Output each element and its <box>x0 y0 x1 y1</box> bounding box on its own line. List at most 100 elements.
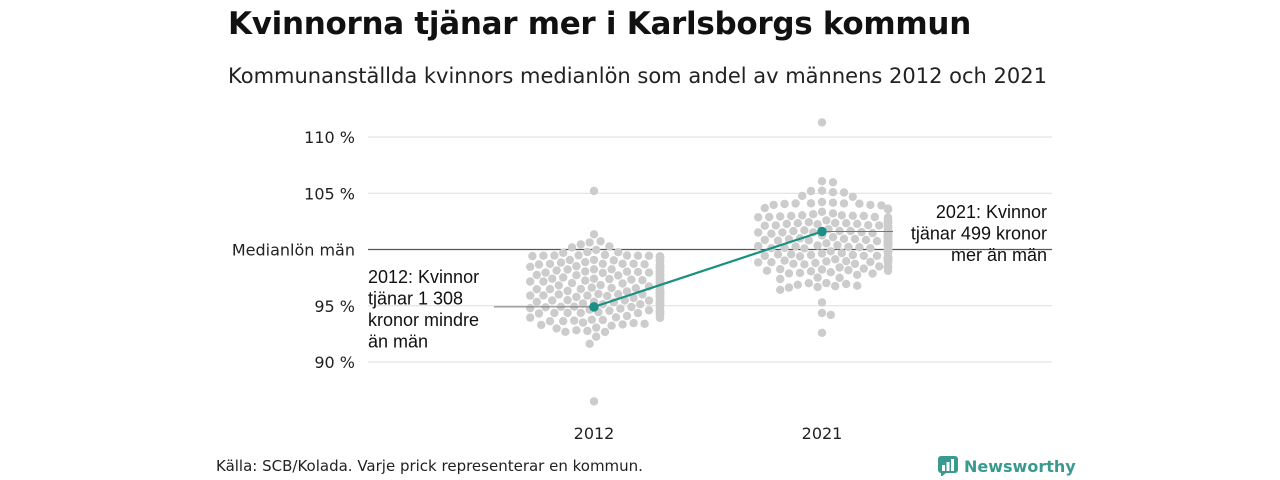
dot-2021 <box>767 229 776 238</box>
dot-2012 <box>534 309 544 318</box>
dot-2012 <box>616 304 625 313</box>
dot-2021 <box>754 213 763 222</box>
dot-2012 <box>572 292 581 302</box>
dot-2021 <box>793 280 802 289</box>
dot-2021 <box>776 274 785 284</box>
dot-2012 <box>607 283 616 293</box>
dot-2021 <box>782 219 791 229</box>
dot-2021 <box>795 268 805 278</box>
dot-2021 <box>883 205 893 214</box>
dot-2012 <box>583 291 592 300</box>
dot-2012 <box>600 327 610 337</box>
dot-2012 <box>554 281 563 290</box>
dot-2021 <box>853 281 862 290</box>
dot-2021 <box>828 198 838 207</box>
dot-2012 <box>614 271 623 280</box>
dot-2021 <box>784 283 794 292</box>
dot-2021 <box>872 236 882 246</box>
dot-2021 <box>754 241 763 251</box>
dot-2021 <box>773 250 783 259</box>
dot-2012 <box>598 315 607 325</box>
dot-2021 <box>804 236 813 245</box>
dot-2012 <box>627 302 636 312</box>
dot-2021 <box>872 251 882 260</box>
dot-2021 <box>817 118 827 127</box>
dot-2021 <box>837 249 846 258</box>
dot-2021 <box>822 257 831 266</box>
dot-2012 <box>636 300 645 309</box>
dot-2012 <box>592 245 601 255</box>
dot-2021 <box>773 236 783 245</box>
dot-2021 <box>760 221 769 230</box>
dot-2021 <box>776 265 785 274</box>
dot-2021 <box>817 177 827 186</box>
dot-2021 <box>817 328 827 337</box>
highlight-point-2021 <box>817 226 827 237</box>
dot-2021 <box>853 270 862 279</box>
y-axis: 90 % 95 % Medianlön män 105 % 110 % <box>232 128 355 372</box>
dot-2012 <box>539 251 548 260</box>
dot-2021 <box>839 188 849 197</box>
dot-2021 <box>828 209 838 218</box>
dot-2021 <box>813 220 822 229</box>
dot-2012 <box>618 279 627 288</box>
dot-2021 <box>817 298 827 307</box>
brand-logo[interactable]: Newsworthy <box>938 456 1076 476</box>
dot-2012 <box>589 265 599 274</box>
dot-2012 <box>640 319 649 328</box>
annotation-2021: 2021: Kvinnor tjänar 499 kronor mer än män <box>911 202 1047 265</box>
dot-2021 <box>760 251 769 261</box>
dot-2021 <box>831 281 840 291</box>
dot-2012 <box>592 332 601 341</box>
dot-2021 <box>848 211 857 220</box>
dot-2012 <box>585 339 594 348</box>
dot-2021 <box>868 228 877 238</box>
dot-2012 <box>633 267 643 277</box>
dot-2012 <box>570 316 579 325</box>
dot-2012 <box>587 283 596 292</box>
dot-2021 <box>760 203 769 213</box>
dot-2012 <box>644 306 654 315</box>
dot-2012 <box>622 267 632 276</box>
dot-2021 <box>804 279 813 288</box>
dot-2021 <box>811 258 820 268</box>
dot-2021 <box>765 212 774 222</box>
dot-2021 <box>883 266 893 275</box>
dot-2021 <box>855 243 864 252</box>
dot-2021 <box>767 258 776 267</box>
dot-2021 <box>822 216 831 225</box>
dot-2012 <box>563 308 572 318</box>
dot-2021 <box>813 282 822 292</box>
dot-2021 <box>822 239 831 248</box>
dot-2012 <box>600 250 610 260</box>
dot-2021 <box>800 226 809 235</box>
dot-2021 <box>791 242 800 251</box>
x-axis: 2012 2021 <box>574 424 843 443</box>
dot-2012 <box>607 265 616 274</box>
y-tick-label: 90 % <box>314 353 355 372</box>
highlight-line <box>593 230 823 308</box>
dot-2021 <box>795 252 805 261</box>
newsworthy-logo-icon <box>938 456 958 476</box>
dot-2012 <box>605 242 614 251</box>
dot-2012 <box>534 260 544 269</box>
dot-2021 <box>839 234 849 243</box>
dot-2012 <box>556 258 566 267</box>
dot-2012 <box>559 273 568 282</box>
dot-2021 <box>776 212 785 221</box>
dot-2012 <box>561 327 570 336</box>
dot-2012 <box>548 296 557 305</box>
annotation-2021-line: 2021: Kvinnor <box>936 202 1047 222</box>
dot-2021 <box>875 221 884 230</box>
dot-2021 <box>813 273 822 282</box>
dot-2021 <box>769 200 778 210</box>
dot-2012 <box>563 296 572 305</box>
dot-2021 <box>868 269 877 278</box>
dot-2021 <box>839 199 849 208</box>
dot-2012 <box>563 265 572 274</box>
dot-2012 <box>589 255 599 265</box>
dot-2012 <box>627 275 636 284</box>
highlight-series <box>589 226 827 312</box>
dot-2021 <box>817 308 827 318</box>
dot-2012 <box>605 306 614 315</box>
